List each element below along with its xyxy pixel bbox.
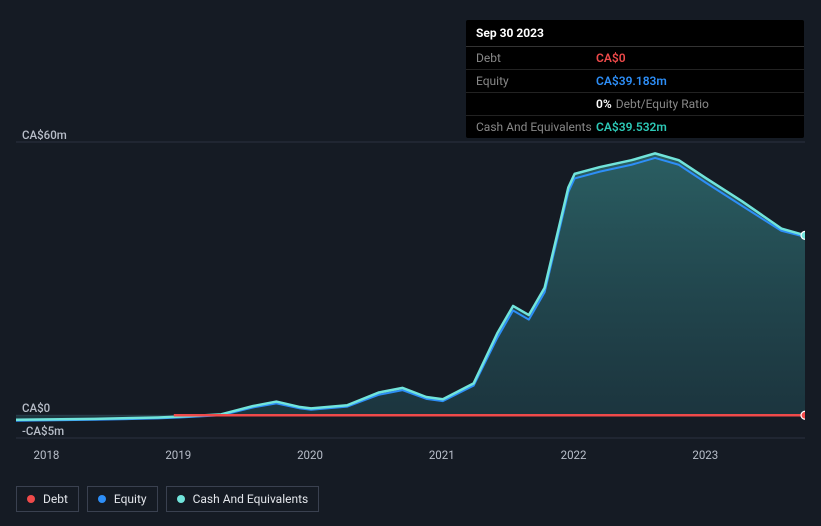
tooltip-value: CA$39.183m bbox=[596, 74, 667, 88]
tooltip-value: 0% bbox=[596, 97, 612, 111]
legend-item-equity[interactable]: Equity bbox=[87, 486, 158, 512]
tooltip-label: Debt bbox=[476, 51, 596, 65]
tooltip-row: 0% Debt/Equity Ratio bbox=[466, 93, 804, 116]
tooltip-label: Cash And Equivalents bbox=[476, 120, 596, 134]
legend-item-cash[interactable]: Cash And Equivalents bbox=[166, 486, 320, 512]
x-axis-label: 2020 bbox=[297, 448, 323, 462]
x-axis-label: 2018 bbox=[34, 448, 60, 462]
legend-label: Debt bbox=[43, 492, 68, 506]
tooltip-date: Sep 30 2023 bbox=[466, 20, 804, 47]
legend-label: Cash And Equivalents bbox=[193, 492, 309, 506]
tooltip-value: CA$0 bbox=[596, 51, 626, 65]
legend-dot-debt bbox=[27, 495, 35, 503]
x-axis-label: 2022 bbox=[561, 448, 587, 462]
x-axis-label: 2021 bbox=[429, 448, 455, 462]
y-axis-label: CA$0 bbox=[22, 401, 50, 415]
tooltip-label bbox=[476, 97, 596, 111]
chart-legend: Debt Equity Cash And Equivalents bbox=[16, 486, 319, 512]
legend-dot-equity bbox=[98, 495, 106, 503]
legend-dot-cash bbox=[177, 495, 185, 503]
tooltip-row: Cash And EquivalentsCA$39.532m bbox=[466, 116, 804, 138]
y-axis-label: -CA$5m bbox=[22, 424, 64, 438]
legend-item-debt[interactable]: Debt bbox=[16, 486, 79, 512]
tooltip-value: CA$39.532m bbox=[596, 120, 667, 134]
tooltip-row: EquityCA$39.183m bbox=[466, 70, 804, 93]
x-axis-label: 2019 bbox=[165, 448, 191, 462]
tooltip-row: DebtCA$0 bbox=[466, 47, 804, 70]
tooltip-suffix: Debt/Equity Ratio bbox=[616, 97, 709, 111]
legend-label: Equity bbox=[114, 492, 147, 506]
tooltip-label: Equity bbox=[476, 74, 596, 88]
chart-tooltip: Sep 30 2023 DebtCA$0EquityCA$39.183m0%De… bbox=[466, 20, 804, 138]
x-axis-label: 2023 bbox=[692, 448, 718, 462]
y-axis-label: CA$60m bbox=[22, 128, 67, 142]
